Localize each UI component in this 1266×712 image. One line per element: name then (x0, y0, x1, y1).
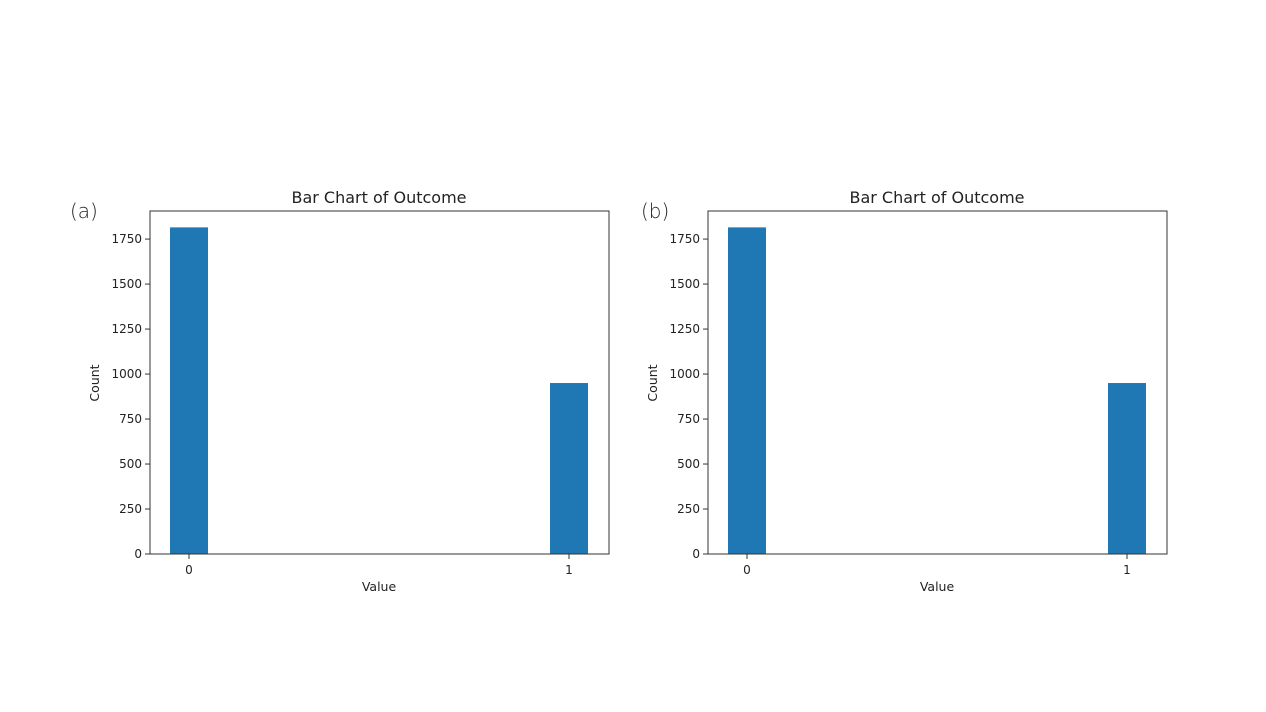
plot-frame (149, 210, 610, 555)
chart-title: Bar Chart of Outcome (291, 188, 466, 207)
y-tick-label: 250 (677, 502, 700, 516)
panel-label-b: (b) (641, 199, 670, 223)
chart-title: Bar Chart of Outcome (849, 188, 1024, 207)
plot-frame (707, 210, 1168, 555)
y-tick-label: 750 (677, 412, 700, 426)
y-axis-label: Count (87, 364, 102, 401)
bar-chart-b: Bar Chart of Outcome Value Count 0 250 500… (645, 188, 1168, 594)
bars-group (170, 227, 588, 555)
y-tick-label: 250 (119, 502, 142, 516)
y-tick-label: 500 (119, 457, 142, 471)
y-tick-label: 0 (692, 547, 700, 561)
x-axis-label: Value (362, 579, 397, 594)
x-tick-label: 1 (1123, 563, 1131, 577)
bar-1 (1108, 383, 1146, 554)
y-axis-label: Count (645, 364, 660, 401)
y-ticks-group: 0 250 500 750 1000 1250 1500 1750 (669, 232, 708, 561)
y-tick-label: 1250 (111, 322, 142, 336)
y-tick-label: 1000 (669, 367, 700, 381)
y-tick-label: 1500 (111, 277, 142, 291)
y-ticks-group: 0 250 500 750 1000 1250 1500 1750 (111, 232, 150, 561)
x-tick-label: 0 (743, 563, 751, 577)
x-tick-label: 1 (565, 563, 573, 577)
bar-1 (550, 383, 588, 554)
x-axis-label: Value (920, 579, 955, 594)
bar-0 (170, 227, 208, 555)
y-tick-label: 1500 (669, 277, 700, 291)
y-tick-label: 1750 (111, 232, 142, 246)
y-tick-label: 1000 (111, 367, 142, 381)
y-tick-label: 0 (134, 547, 142, 561)
y-tick-label: 1750 (669, 232, 700, 246)
bar-chart-a: Bar Chart of Outcome Value Count 0 250 500… (87, 188, 610, 594)
y-tick-label: 500 (677, 457, 700, 471)
panel-label-a: (a) (70, 199, 98, 223)
y-tick-label: 750 (119, 412, 142, 426)
bar-0 (728, 227, 766, 555)
x-tick-label: 0 (185, 563, 193, 577)
bars-group (728, 227, 1146, 555)
y-tick-label: 1250 (669, 322, 700, 336)
